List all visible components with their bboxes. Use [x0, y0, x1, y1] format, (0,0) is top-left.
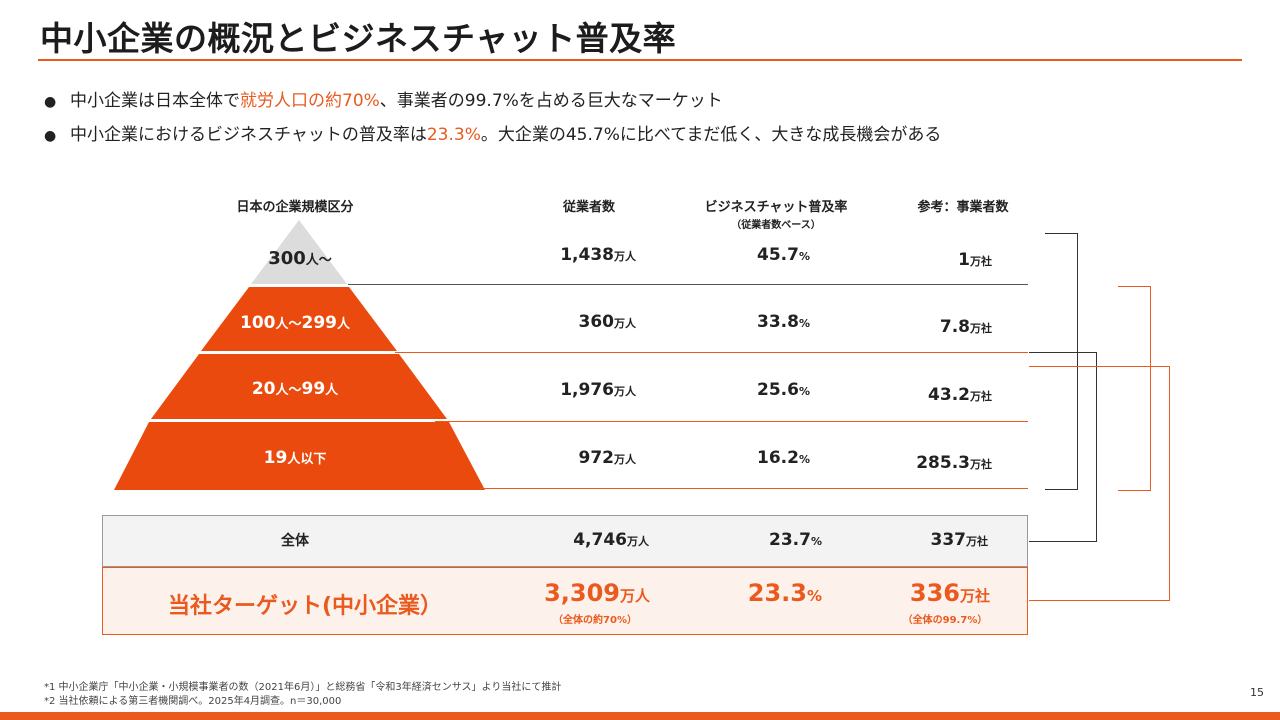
target-rate: 23.3%	[747, 579, 822, 607]
footnote-1: *1 中小企業庁「中小企業・小規模事業者の数（2021年6月）」と総務省「令和3…	[44, 682, 562, 693]
header-employees: 従業者数	[562, 200, 615, 215]
row-divider-3	[435, 421, 1028, 422]
tier-19-employees: 972万人	[578, 448, 637, 468]
bullet-2: ● 中小企業におけるビジネスチャットの普及率は23.3%。大企業の45.7%に比べ…	[44, 125, 942, 145]
tier-label-20-99: 20人～99人	[251, 379, 339, 399]
tier-label-19-under: 19人以下	[263, 448, 327, 468]
total-row	[102, 515, 1028, 567]
row-divider-4	[480, 488, 1028, 489]
bullet-dot-icon: ●	[44, 94, 57, 110]
title-divider	[38, 59, 1242, 61]
page-number: 15	[1250, 686, 1264, 699]
bullet-1: ● 中小企業は日本全体で就労人口の約70%、事業者の99.7%を占める巨大なマーケ…	[44, 91, 723, 111]
header-size: 日本の企業規模区分	[236, 200, 354, 215]
total-employees: 4,746万人	[573, 530, 649, 550]
total-rate: 23.7%	[769, 530, 822, 550]
tier-100-businesses: 7.8万社	[939, 317, 992, 337]
tier-100-rate: 33.8%	[757, 312, 810, 332]
footnote-2: *2 当社依頼による第三者機関調べ。2025年4月調查。n＝30,000	[44, 696, 342, 707]
header-businesses: 参考：事業者数	[917, 200, 1009, 215]
bullet-dot-icon: ●	[44, 128, 57, 144]
tier-label-100-299: 100人～299人	[239, 313, 351, 333]
tier-19-rate: 16.2%	[757, 448, 810, 468]
row-divider-1	[348, 284, 1028, 285]
page-title: 中小企業の概況とビジネスチャット普及率	[40, 19, 677, 58]
total-businesses: 337万社	[930, 530, 989, 550]
target-businesses-note: （全体の99.7%）	[902, 615, 988, 626]
header-chat-rate: ビジネスチャット普及率	[704, 200, 848, 215]
row-divider-2	[395, 352, 1028, 353]
bottom-accent-bar	[0, 712, 1280, 720]
total-label: 全体	[281, 533, 309, 549]
pyramid-tier-19-under	[114, 422, 485, 490]
tier-20-employees: 1,976万人	[560, 380, 636, 400]
header-chat-rate-sub: （従業者数ベース）	[731, 220, 821, 231]
pyramid-tier-20-99	[151, 354, 447, 419]
tier-20-rate: 25.6%	[757, 380, 810, 400]
bracket-all-tiers	[1045, 233, 1078, 490]
tier-20-businesses: 43.2万社	[928, 385, 992, 405]
tier-300-rate: 45.7%	[757, 245, 810, 265]
tier-300-employees: 1,438万人	[560, 245, 636, 265]
bracket-sme-tiers	[1118, 286, 1151, 491]
target-row	[102, 567, 1028, 635]
pyramid-tier-100-299	[201, 287, 397, 351]
tier-300-businesses: 1万社	[958, 250, 992, 270]
tier-19-businesses: 285.3万社	[916, 453, 992, 473]
target-employees: 3,309万人	[544, 579, 650, 607]
bracket-total-connector	[1029, 352, 1097, 542]
target-employees-note: （全体の約70%）	[553, 615, 637, 626]
target-businesses: 336万社	[909, 579, 990, 607]
tier-label-300: 300人～	[268, 248, 332, 269]
target-label: 当社ターゲット(中小企業）	[167, 594, 443, 619]
company-size-pyramid	[114, 220, 485, 490]
bracket-target-connector	[1029, 366, 1170, 601]
tier-100-employees: 360万人	[578, 312, 637, 332]
pyramid-tier-300-plus	[251, 220, 347, 284]
